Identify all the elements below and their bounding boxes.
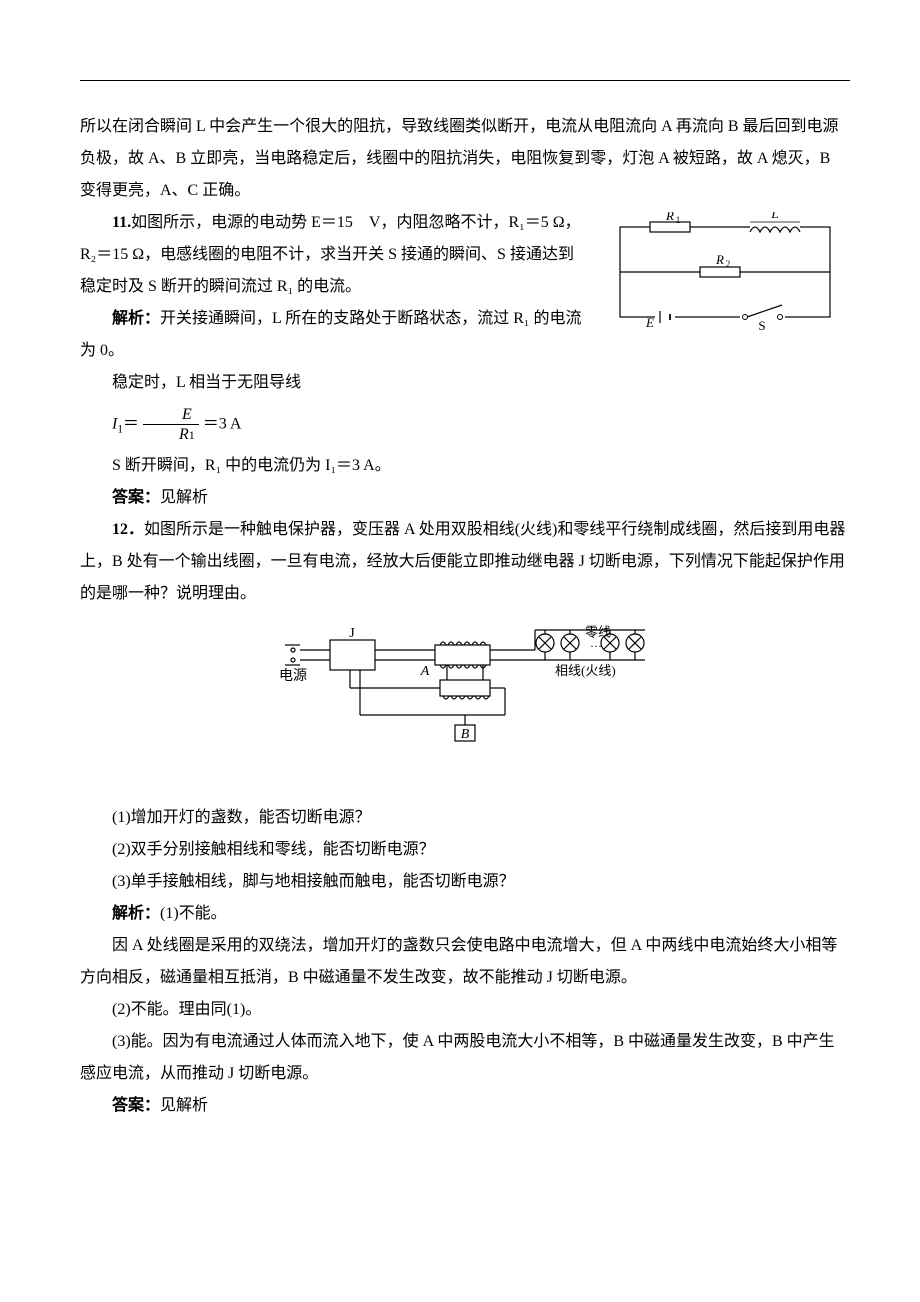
q11-answer: 见解析 bbox=[160, 489, 208, 506]
label-zero-line: 零线 bbox=[585, 625, 611, 640]
q12-a1-body: 因 A 处线圈是采用的双绕法，增加开灯的盏数只会使电路中电流增大，但 A 中两线… bbox=[80, 930, 850, 994]
question-12: 12．如图所示是一种触电保护器，变压器 A 处用双股相线(火线)和零线平行绕制成… bbox=[80, 514, 850, 1122]
question-11: R 1 L R 2 E bbox=[80, 207, 850, 514]
q12-a1-head: (1)不能。 bbox=[160, 905, 227, 922]
q11-analysis-3: S 断开瞬间，R₁ 中的电流仍为 I₁＝3 A。 bbox=[80, 450, 850, 482]
q11-equation: I1＝ER1＝3 A bbox=[80, 405, 850, 444]
label-a: A bbox=[420, 664, 430, 679]
svg-text:1: 1 bbox=[676, 215, 681, 225]
q11-number: 11. bbox=[112, 214, 131, 231]
q12-analysis-label: 解析： bbox=[112, 905, 160, 922]
label-power: 电源 bbox=[279, 668, 307, 684]
circuit-diagram-2: … bbox=[80, 625, 850, 787]
label-r1: R bbox=[665, 212, 674, 223]
q12-sub1: (1)增加开灯的盏数，能否切断电源？ bbox=[80, 802, 850, 834]
q11-stem: 如图所示，电源的电动势 E＝15 V，内阻忽略不计，R₁＝5 Ω，R₂＝15 Ω… bbox=[80, 214, 581, 295]
label-j: J bbox=[349, 626, 355, 641]
q12-answer-label: 答案： bbox=[112, 1097, 160, 1114]
label-phase-line: 相线(火线) bbox=[555, 663, 616, 678]
q11-analysis-2: 稳定时，L 相当于无阻导线 bbox=[80, 367, 850, 399]
intro-paragraph: 所以在闭合瞬间 L 中会产生一个很大的阻抗，导致线圈类似断开，电流从电阻流向 A… bbox=[80, 111, 850, 207]
q12-sub3: (3)单手接触相线，脚与地相接触而触电，能否切断电源？ bbox=[80, 866, 850, 898]
circuit-diagram-1: R 1 L R 2 E bbox=[600, 212, 850, 332]
q11-answer-label: 答案： bbox=[112, 489, 160, 506]
q12-a2: (2)不能。理由同(1)。 bbox=[80, 994, 850, 1026]
label-b: B bbox=[461, 727, 470, 742]
q12-sub2: (2)双手分别接触相线和零线，能否切断电源？ bbox=[80, 834, 850, 866]
q12-answer: 见解析 bbox=[160, 1097, 208, 1114]
label-e: E bbox=[645, 315, 654, 330]
q12-a3: (3)能。因为有电流通过人体而流入地下，使 A 中两股电流大小不相等，B 中磁通… bbox=[80, 1026, 850, 1090]
label-l: L bbox=[770, 212, 778, 221]
label-s: S bbox=[758, 318, 765, 332]
top-rule bbox=[80, 80, 850, 81]
svg-text:2: 2 bbox=[726, 259, 731, 269]
page-content: 所以在闭合瞬间 L 中会产生一个很大的阻抗，导致线圈类似断开，电流从电阻流向 A… bbox=[0, 0, 920, 1202]
label-r2: R bbox=[715, 252, 724, 267]
q12-stem: 如图所示是一种触电保护器，变压器 A 处用双股相线(火线)和零线平行绕制成线圈，… bbox=[80, 521, 845, 602]
q11-analysis-label: 解析： bbox=[112, 310, 160, 327]
q12-number: 12． bbox=[112, 521, 144, 538]
